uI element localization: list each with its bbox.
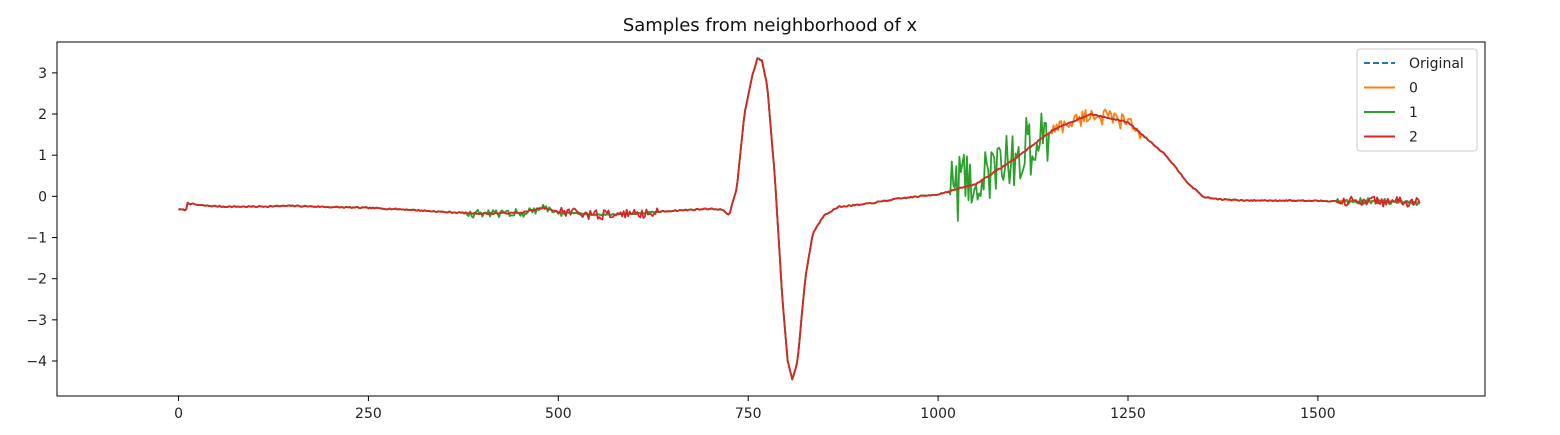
x-tick-label: 500 xyxy=(545,406,572,422)
data-layer xyxy=(178,57,1421,381)
legend: Original 0 1 2 xyxy=(1356,48,1478,152)
x-tick-label: 1250 xyxy=(1110,406,1146,422)
x-tick-label: 1500 xyxy=(1300,406,1336,422)
x-tick-label: 0 xyxy=(174,406,183,422)
legend-label-original: Original xyxy=(1409,56,1464,72)
legend-label-1: 1 xyxy=(1409,105,1418,121)
series-line-1 xyxy=(178,57,1420,381)
plot-frame xyxy=(56,41,1486,397)
series-line-0 xyxy=(178,57,1421,381)
y-tick-label: −2 xyxy=(26,272,47,288)
x-tick-label: 250 xyxy=(355,406,382,422)
axis-layer: 0 250 500 750 1000 1250 1500 3 2 1 0 −1 −2 −3 −4 xyxy=(26,66,1335,422)
x-tick-label: 1000 xyxy=(920,406,956,422)
y-tick-label: −3 xyxy=(26,313,47,329)
legend-label-0: 0 xyxy=(1409,81,1418,97)
y-tick-label: −4 xyxy=(26,354,47,370)
x-tick-label: 750 xyxy=(735,406,762,422)
y-tick-label: 2 xyxy=(38,107,47,123)
y-tick-label: 3 xyxy=(38,66,47,82)
chart-title: Samples from neighborhood of x xyxy=(623,15,918,36)
legend-box xyxy=(1356,48,1478,152)
y-tick-label: 1 xyxy=(38,148,47,164)
y-tick-label: −1 xyxy=(26,231,47,247)
series-line-original xyxy=(178,57,1421,381)
y-tick-label: 0 xyxy=(38,189,47,205)
legend-label-2: 2 xyxy=(1409,130,1418,146)
series-line-2 xyxy=(178,57,1421,381)
